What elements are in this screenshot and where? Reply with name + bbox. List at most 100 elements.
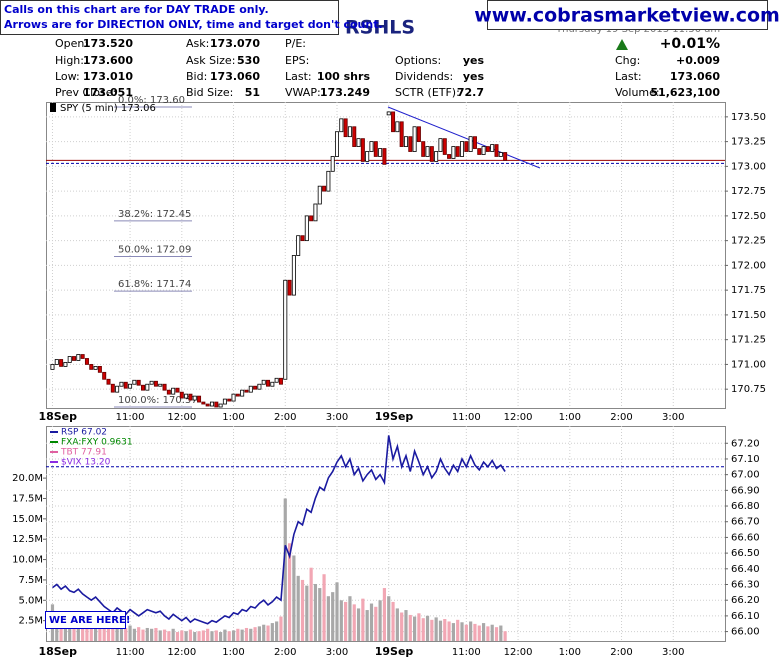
candle [128,383,133,389]
volume-bar [305,585,309,641]
candle [214,401,219,408]
x-tick-label: 11:00 [452,412,481,423]
fib-label: 0.0%: 173.60 [118,95,185,106]
y-tick-label: 2.5M [18,616,43,627]
quote-label: Low: [55,70,80,83]
candle [490,144,495,152]
quote-value: 173.010 [83,70,133,83]
candle [54,359,59,365]
candle [326,170,331,192]
volume-bar [434,617,438,641]
candle [425,146,430,157]
candle [80,354,85,359]
x-tick-label: 2:00 [274,412,296,423]
volume-bar [387,596,391,641]
legend-label: SPY (5 min) 173.06 [60,103,156,114]
volume-bar [408,614,412,641]
quote-label: Last: [285,70,312,83]
candle [481,146,486,155]
quote-label: Ask Size: [186,54,235,67]
candle [76,354,81,361]
volume-bar [111,620,115,641]
volume-bar [162,629,167,641]
quote-value: 173.520 [83,37,133,50]
candle [360,138,365,162]
candle [240,389,245,397]
volume-bar [456,619,460,641]
candle [257,383,262,390]
candle [261,379,266,385]
volume-bar [85,622,89,641]
x-tick-label: 1:00 [222,647,244,658]
volume-bar [339,600,343,641]
volume-bar [81,624,85,641]
volume-bar [344,601,348,641]
candle [166,389,171,395]
volume-bar [72,623,76,641]
quote-label: Options: [395,54,441,67]
y-tick-label: 66.10 [731,611,760,622]
volume-bar [98,621,102,641]
volume-bar [171,628,175,641]
volume-bar [223,629,227,641]
candle [369,141,374,152]
candle [270,381,275,387]
candle [304,215,309,242]
candle [498,152,503,157]
note: Calls on this chart are for DAY TRADE on… [4,3,269,16]
x-tick-label: 2:00 [610,412,632,423]
candle [188,393,193,401]
x-tick-label: 3:00 [326,412,348,423]
candle [485,146,490,152]
x-tick-label: 11:00 [116,647,145,658]
candle [192,395,197,401]
volume-bar [210,631,214,641]
candle [403,136,408,147]
candle [399,121,404,147]
candle [222,398,227,405]
candle [201,401,206,405]
x-tick-label: 12:00 [504,647,533,658]
legend-label: RSP 67.02 [61,428,107,438]
volume-bar [503,631,507,641]
candle [102,371,107,380]
y-tick-label: 7.5M [18,575,43,586]
volume-bar [188,629,193,641]
candle [334,131,339,157]
volume-bar [219,632,223,641]
volume-bar [141,629,145,641]
x-tick-label: 19Sep [375,410,414,423]
y-tick-label: 20.0M [12,473,43,484]
candle [253,385,258,390]
candle [93,366,98,370]
fib-label: 50.0%: 172.09 [118,244,191,255]
volume-bar [244,627,249,641]
candle [296,235,301,256]
quote-value: +0.009 [676,54,720,67]
volume-bar [460,622,464,641]
volume-bar [262,624,266,641]
y-tick-label: 66.90 [731,485,760,496]
volume-bar [486,626,490,641]
y-tick-label: 66.00 [731,627,760,638]
quote-value: yes [463,70,485,83]
candle [339,118,344,133]
candle [209,401,214,407]
watermark: www.cobrasmarketview.com [474,5,780,27]
watermark-box [487,0,768,30]
volume-bar [404,610,408,641]
x-tick-label: 18Sep [38,410,77,423]
volume-bar [236,628,240,641]
candle [468,136,473,152]
y-tick-label: 173.25 [731,137,766,148]
y-tick-label: 67.00 [731,470,760,481]
volume-bar [158,630,162,641]
candle [330,156,335,172]
volume-bar [374,606,378,641]
annotation: WE ARE HERE! [49,615,130,626]
x-tick-label: 3:00 [326,647,348,658]
candle [347,126,352,138]
candle [395,121,400,133]
annotation-box [45,611,126,629]
y-tick-label: 66.40 [731,564,760,575]
